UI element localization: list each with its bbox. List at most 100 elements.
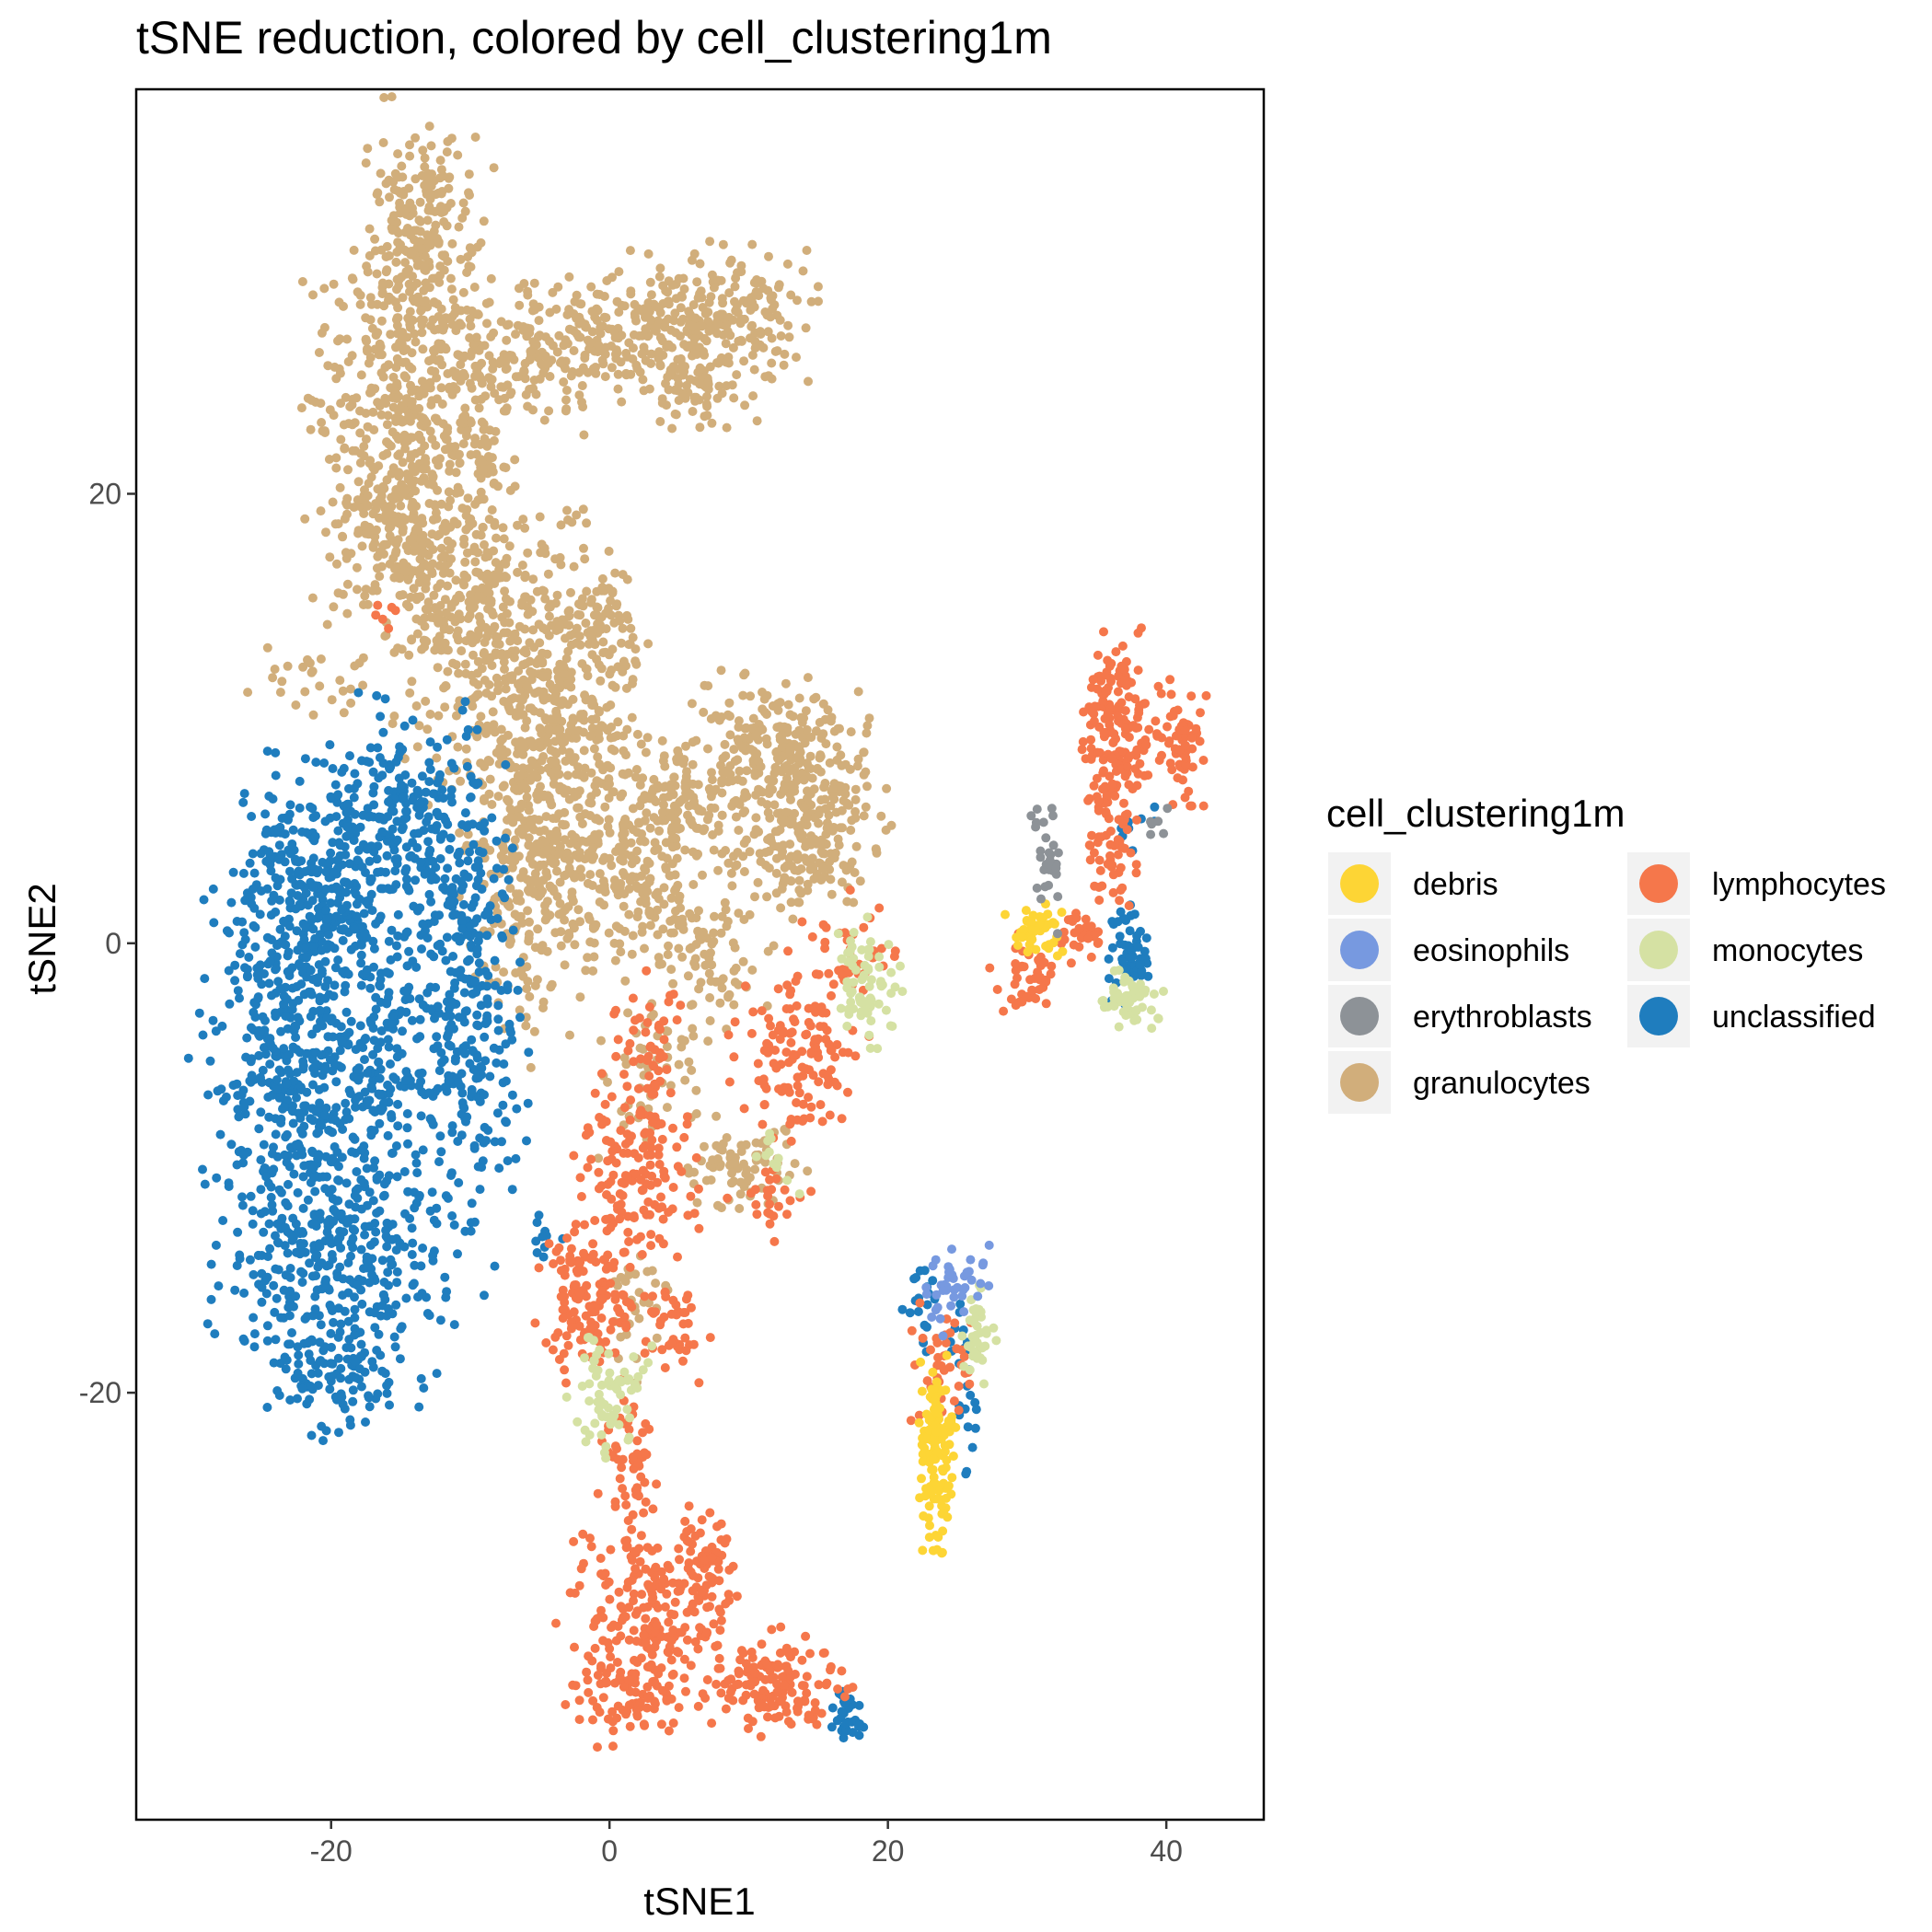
point-unclassified — [226, 897, 237, 908]
point-granulocytes — [370, 234, 380, 244]
point-granulocytes — [546, 883, 556, 893]
point-unclassified — [312, 1024, 322, 1034]
point-granulocytes — [560, 737, 570, 746]
point-granulocytes — [524, 936, 534, 946]
point-unclassified — [301, 1048, 311, 1059]
point-granulocytes — [535, 708, 545, 718]
point-granulocytes — [355, 428, 365, 438]
point-granulocytes — [433, 663, 443, 673]
point-granulocytes — [594, 1153, 604, 1163]
point-unclassified — [257, 1297, 267, 1307]
point-granulocytes — [328, 497, 338, 507]
point-granulocytes — [673, 746, 683, 756]
point-unclassified — [463, 873, 473, 882]
point-granulocytes — [575, 316, 585, 326]
point-granulocytes — [342, 334, 352, 344]
point-granulocytes — [716, 275, 726, 285]
point-unclassified — [373, 743, 383, 753]
point-unclassified — [287, 873, 297, 884]
point-granulocytes — [417, 328, 427, 338]
point-granulocytes — [350, 661, 360, 671]
point-unclassified — [438, 793, 448, 804]
point-unclassified — [403, 1186, 413, 1197]
point-granulocytes — [487, 505, 497, 515]
point-granulocytes — [734, 826, 744, 835]
point-unclassified — [352, 899, 362, 909]
point-granulocytes — [393, 535, 403, 545]
point-unclassified — [183, 1053, 193, 1063]
point-granulocytes — [740, 806, 750, 816]
point-unclassified — [426, 1004, 436, 1014]
point-granulocytes — [411, 133, 421, 143]
point-granulocytes — [450, 308, 459, 318]
point-unclassified — [292, 1093, 301, 1103]
point-granulocytes — [692, 350, 702, 359]
point-granulocytes — [677, 1035, 687, 1045]
point-granulocytes — [531, 340, 541, 350]
point-unclassified — [417, 1068, 427, 1078]
point-granulocytes — [638, 773, 648, 783]
point-granulocytes — [832, 742, 842, 752]
point-granulocytes — [781, 1126, 791, 1136]
point-unclassified — [440, 1082, 450, 1093]
point-granulocytes — [805, 751, 816, 761]
point-granulocytes — [691, 392, 701, 402]
point-unclassified — [473, 1021, 483, 1031]
point-granulocytes — [685, 943, 695, 954]
point-unclassified — [346, 1016, 356, 1026]
point-granulocytes — [418, 344, 428, 354]
point-granulocytes — [561, 386, 572, 395]
point-granulocytes — [364, 529, 374, 539]
point-granulocytes — [405, 535, 415, 545]
point-unclassified — [301, 923, 311, 933]
point-unclassified — [399, 815, 409, 825]
point-granulocytes — [538, 997, 549, 1007]
point-granulocytes — [504, 351, 515, 360]
point-unclassified — [463, 724, 473, 735]
point-granulocytes — [775, 315, 785, 325]
point-granulocytes — [805, 864, 816, 874]
point-granulocytes — [387, 92, 397, 102]
point-unclassified — [501, 759, 511, 769]
point-granulocytes — [589, 952, 599, 962]
point-granulocytes — [575, 992, 585, 1002]
point-granulocytes — [851, 841, 862, 851]
point-granulocytes — [428, 471, 438, 481]
point-granulocytes — [562, 848, 573, 858]
point-granulocytes — [405, 412, 415, 422]
point-unclassified — [362, 1100, 372, 1110]
point-granulocytes — [358, 600, 368, 609]
point-granulocytes — [385, 559, 395, 569]
point-granulocytes — [805, 789, 816, 799]
point-granulocytes — [788, 914, 798, 924]
point-granulocytes — [528, 742, 538, 752]
point-granulocytes — [396, 328, 406, 338]
point-granulocytes — [616, 1272, 626, 1282]
point-unclassified — [421, 787, 431, 797]
point-unclassified — [257, 979, 267, 989]
point-granulocytes — [794, 875, 804, 885]
point-unclassified — [295, 776, 305, 786]
point-granulocytes — [801, 323, 811, 333]
point-granulocytes — [707, 775, 717, 785]
point-granulocytes — [653, 930, 663, 940]
point-unclassified — [341, 807, 352, 817]
point-granulocytes — [502, 573, 511, 583]
point-granulocytes — [569, 787, 579, 797]
point-granulocytes — [567, 887, 577, 897]
point-granulocytes — [366, 385, 376, 395]
point-granulocytes — [474, 345, 484, 355]
point-granulocytes — [810, 813, 820, 823]
point-granulocytes — [498, 735, 507, 744]
point-unclassified — [320, 993, 330, 1003]
point-granulocytes — [538, 648, 548, 658]
point-unclassified — [273, 977, 283, 987]
point-unclassified — [513, 985, 523, 995]
point-granulocytes — [456, 776, 466, 786]
point-granulocytes — [677, 1042, 687, 1052]
point-granulocytes — [453, 742, 463, 752]
point-granulocytes — [587, 714, 597, 724]
point-granulocytes — [716, 665, 726, 676]
point-granulocytes — [528, 625, 538, 635]
point-granulocytes — [785, 839, 795, 850]
